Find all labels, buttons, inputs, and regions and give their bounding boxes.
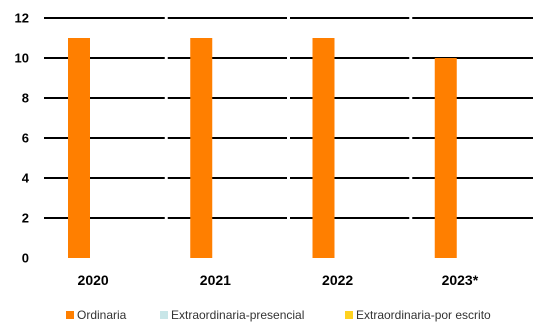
y-tick-label: 8 (22, 91, 29, 106)
bar-ordinaria-2023 (434, 58, 457, 258)
legend-label: Extraordinaria-por escrito (356, 308, 491, 322)
bar-ordinaria-2020 (68, 38, 90, 258)
legend-swatch (66, 311, 74, 319)
gridlines (44, 14, 533, 258)
legend-swatch (345, 311, 353, 319)
y-tick-label: 10 (15, 51, 29, 66)
y-tick-label: 4 (22, 171, 30, 186)
x-tick-label: 2023* (442, 272, 479, 288)
x-axis-ticks: 2020 2021 2022 2023* (78, 272, 479, 288)
y-tick-label: 12 (15, 11, 29, 26)
x-tick-label: 2021 (200, 272, 231, 288)
legend-swatch (160, 311, 168, 319)
y-tick-label: 2 (22, 211, 29, 226)
legend-label: Extraordinaria-presencial (171, 308, 304, 322)
x-tick-label: 2020 (78, 272, 109, 288)
y-tick-label: 6 (22, 131, 29, 146)
legend: Ordinaria Extraordinaria-presencial Extrao… (66, 308, 491, 322)
bar-ordinaria-2021 (190, 38, 213, 258)
legend-label: Ordinaria (77, 308, 127, 322)
bar-ordinaria-2022 (312, 38, 335, 258)
y-tick-label: 0 (22, 251, 29, 266)
y-axis-ticks: 0 2 4 6 8 10 12 (15, 11, 30, 266)
bars (68, 38, 457, 258)
x-tick-label: 2022 (322, 272, 353, 288)
